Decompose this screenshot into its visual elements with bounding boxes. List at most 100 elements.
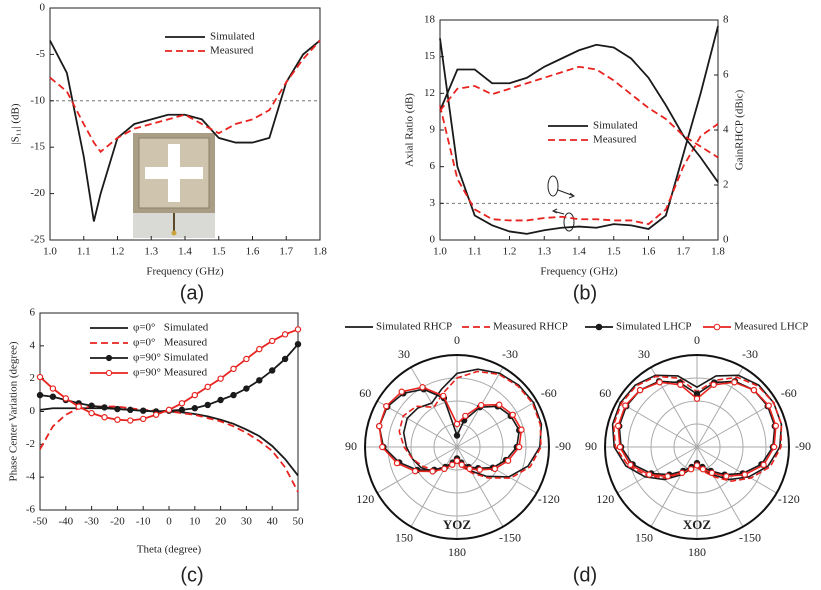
marker <box>687 466 695 473</box>
marker <box>152 411 160 418</box>
marker <box>449 461 456 468</box>
plot-frame <box>49 7 321 241</box>
plot-title: XOZ <box>683 517 712 532</box>
antenna-photo <box>133 133 215 238</box>
marker <box>165 406 173 414</box>
angle-label: -60 <box>541 386 557 400</box>
series-marker <box>547 175 559 197</box>
panel-label: (a) <box>180 282 204 304</box>
x-tick-label: 1.8 <box>313 246 327 258</box>
marker <box>693 462 701 469</box>
marker <box>518 426 525 433</box>
marker <box>204 383 211 391</box>
angle-label: -30 <box>502 347 518 361</box>
marker <box>127 406 134 414</box>
legend-marker <box>105 354 113 362</box>
marker <box>88 402 95 409</box>
marker <box>627 461 634 469</box>
x-tick-label: 30 <box>241 516 253 528</box>
marker <box>114 405 121 413</box>
y-tick-label: 15 <box>424 50 436 62</box>
marker <box>75 403 82 410</box>
marker <box>243 385 250 392</box>
marker <box>230 391 237 399</box>
x-tick-label: 20 <box>215 516 227 528</box>
angle-label: 0 <box>694 333 700 347</box>
marker <box>440 392 447 400</box>
y-axis-label: Axial Ratio (dB) <box>404 93 416 167</box>
marker <box>710 381 717 388</box>
series-line <box>439 65 719 159</box>
angle-label: 60 <box>359 386 371 400</box>
legend-marker <box>595 323 603 331</box>
x-axis-label: Frequency (GHz) <box>540 266 618 278</box>
series-line <box>49 39 321 222</box>
marker <box>616 443 624 451</box>
marker <box>393 459 401 467</box>
x-tick-label: 1.3 <box>144 246 158 258</box>
x-tick-label: 1.2 <box>503 246 517 258</box>
y-axis-label: |S₁₁| (dB) <box>10 103 22 144</box>
marker <box>699 466 707 473</box>
marker <box>281 331 289 338</box>
y-tick-label: -15 <box>30 141 45 153</box>
marker <box>88 409 95 417</box>
legend-label: φ=90° Simulated <box>133 352 209 364</box>
marker <box>294 340 302 348</box>
angle-label: 0 <box>454 333 460 347</box>
y-tick-label: 2 <box>30 372 36 384</box>
angle-label: -90 <box>555 439 571 453</box>
marker <box>656 379 663 386</box>
legend-label: Simulated <box>593 120 638 132</box>
marker <box>770 443 778 451</box>
marker <box>509 411 516 418</box>
marker <box>178 406 186 414</box>
marker <box>458 461 465 468</box>
angle-grid <box>650 446 698 527</box>
marker <box>678 469 686 477</box>
marker <box>62 395 70 402</box>
x-tick-label: 1.0 <box>433 246 447 258</box>
x-tick-label: -30 <box>84 516 99 528</box>
marker <box>398 388 405 395</box>
y-tick-label: 6 <box>30 307 36 319</box>
angle-grid <box>696 400 777 448</box>
y-axis-label: Phase Center Variation (degree) <box>8 341 20 481</box>
marker <box>693 395 701 402</box>
angle-label: -30 <box>742 347 758 361</box>
y2-tick-label: 2 <box>723 179 729 191</box>
marker <box>496 401 503 408</box>
y2-tick-label: 6 <box>723 69 729 81</box>
pattern-line <box>611 374 783 481</box>
marker <box>441 465 448 473</box>
legend-label: Measured RHCP <box>493 321 568 333</box>
marker <box>204 401 211 409</box>
y-tick-label: 12 <box>424 87 435 99</box>
x-tick-label: 50 <box>293 516 305 528</box>
marker <box>476 466 483 473</box>
angle-label: 120 <box>356 492 374 506</box>
marker <box>453 432 461 439</box>
angle-grid <box>696 446 744 527</box>
marker <box>376 422 383 430</box>
angle-label: 90 <box>585 439 597 453</box>
angle-grid <box>456 400 537 448</box>
angle-label: -150 <box>739 531 761 545</box>
angle-grid <box>410 367 458 448</box>
angle-label: 150 <box>635 531 653 545</box>
angle-label: 180 <box>688 545 706 559</box>
angle-label: 120 <box>596 492 614 506</box>
x-tick-label: 1.8 <box>711 246 725 258</box>
y-tick-label: -20 <box>30 187 45 199</box>
marker <box>36 373 44 381</box>
x-tick-label: 1.1 <box>468 246 482 258</box>
x-tick-label: 1.2 <box>111 246 125 258</box>
plot-frame <box>439 19 719 241</box>
legend-marker <box>713 323 721 331</box>
marker <box>765 402 772 409</box>
series-line <box>439 105 719 226</box>
feed-point <box>171 230 177 236</box>
arrow <box>557 189 576 199</box>
